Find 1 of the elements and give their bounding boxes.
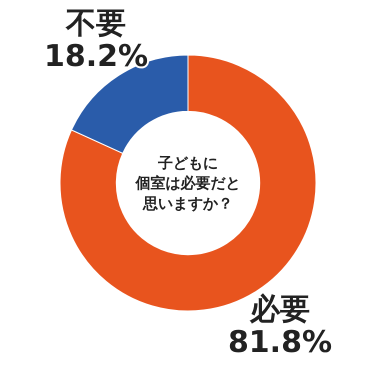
title: 子どもに個室は必要だと思いますか？ (136, 154, 240, 212)
